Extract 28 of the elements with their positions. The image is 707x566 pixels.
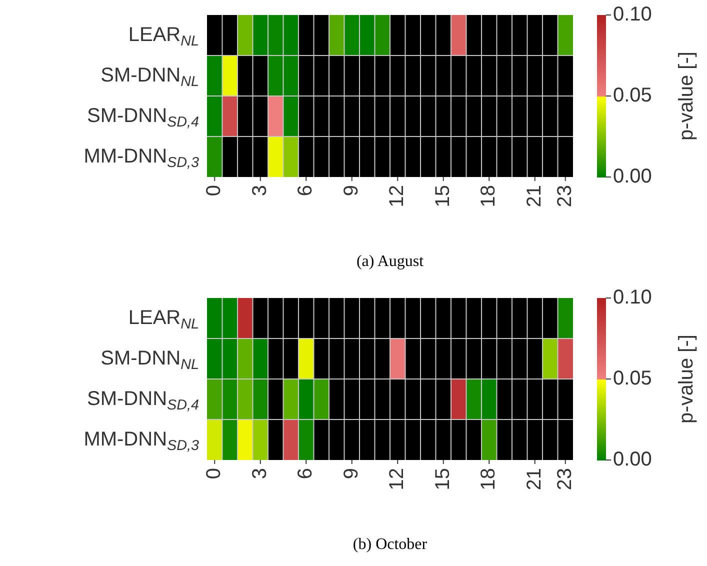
color-bar-label: 0.00 [613,448,652,471]
color-bar-label: 0.10 [613,4,652,26]
x-tick-label: 9 [340,468,362,480]
x-tick-label: 18 [478,185,500,208]
x-tick-label: 15 [432,468,454,490]
x-tick-label: 0 [203,468,226,480]
x-tick-label: 12 [386,468,408,490]
text: (a) August [356,253,424,270]
x-tick-label: 21 [523,468,546,490]
color-bar-label: 0.10 [613,286,652,309]
text: (b) October [352,536,428,554]
color-bar-title: p-value [-] [676,52,698,140]
x-tick-label: 6 [294,468,317,480]
x-tick-label: 15 [432,185,454,208]
x-tick-label: 23 [554,185,576,208]
x-tick-label: 3 [248,185,271,196]
x-tick-label: 3 [248,468,271,480]
color-bar-label: 0.00 [613,166,652,188]
color-bar-title: p-value [-] [676,334,698,424]
x-tick-label: 23 [554,468,576,490]
x-tick-label: 6 [294,185,317,196]
x-tick-label: 21 [523,185,546,208]
color-bar-label: 0.05 [613,84,652,107]
x-tick-label: 18 [478,468,500,490]
color-bar-label: 0.05 [613,368,652,390]
x-tick-label: 12 [386,185,408,208]
x-tick-label: 0 [203,185,226,196]
x-tick-label: 9 [340,185,362,196]
